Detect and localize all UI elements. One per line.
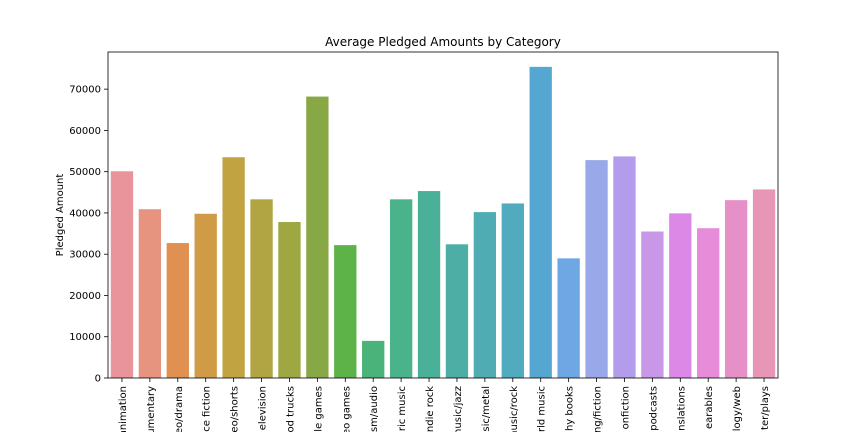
y-tick-label: 70000: [69, 85, 101, 96]
bar: [752, 189, 776, 378]
plot-frame: [107, 51, 779, 379]
x-tick-label: earables: [704, 386, 715, 429]
x-tick-label: le games: [313, 386, 324, 432]
y-axis: 0 10000 20000 30000 40000 50000 60000 70000: [69, 85, 108, 385]
x-tick-label: nusic/jazz: [453, 386, 464, 432]
bar: [557, 258, 580, 378]
y-tick-label: 40000: [69, 208, 101, 219]
y-tick-label: 0: [95, 374, 101, 385]
x-tick-label: eo games: [341, 386, 352, 432]
bar: [138, 209, 162, 378]
bar: [585, 160, 608, 378]
bar: [194, 213, 217, 378]
x-tick-label: ng/fiction: [593, 386, 604, 432]
y-tick-label: 10000: [69, 332, 101, 343]
x-tick-label: podcasts: [648, 386, 659, 431]
bar: [222, 157, 245, 378]
bar: [417, 191, 441, 378]
x-tick-label: animation: [118, 386, 129, 432]
bar: [250, 199, 273, 378]
x-tick-label: ce fiction: [202, 386, 213, 432]
y-tick-label: 30000: [69, 250, 101, 261]
x-tick-label: sic/metal: [481, 386, 492, 432]
x-tick-label: umentary: [146, 386, 157, 432]
bar: [306, 96, 329, 378]
chart-title: Average Pledged Amounts by Category: [325, 35, 561, 49]
x-tick-label: eo/shorts: [230, 386, 241, 432]
x-tick-label: onfiction: [620, 386, 631, 429]
bar: [724, 200, 748, 378]
bar: [529, 66, 552, 379]
y-tick-label: 50000: [69, 167, 101, 178]
bar: [334, 245, 357, 378]
x-tick-label: ric music: [397, 386, 408, 431]
x-tick-label: rld music: [537, 386, 548, 432]
x-tick-label: sm/audio: [369, 386, 380, 432]
bar: [362, 340, 385, 378]
bar: [166, 243, 189, 378]
bar: [613, 156, 636, 378]
bar: [110, 171, 134, 378]
bar: [278, 222, 301, 378]
x-tick-label: eo/drama: [174, 386, 185, 432]
bar: [641, 231, 664, 378]
x-tick-label: elevision: [258, 386, 269, 430]
bar: [501, 203, 524, 378]
x-tick-label: ndie rock: [425, 386, 436, 432]
x-tick-label: nslations: [676, 386, 687, 431]
bar: [445, 244, 469, 378]
x-axis: animation umentary eo/drama ce fiction eo/sh…: [118, 378, 771, 432]
bars-group: [110, 66, 776, 379]
x-tick-label: hy books: [565, 386, 576, 431]
bar: [473, 212, 497, 378]
bar: [669, 213, 692, 378]
bar: [697, 228, 720, 378]
y-axis-label: Pledged Amount: [55, 174, 66, 257]
x-tick-label: logy/web: [732, 386, 743, 431]
y-tick-label: 20000: [69, 291, 101, 302]
x-tick-label: music/rock: [509, 386, 520, 432]
y-tick-label: 60000: [69, 126, 101, 137]
x-tick-label: ter/plays: [760, 386, 771, 430]
x-tick-label: od trucks: [285, 386, 296, 432]
bar: [389, 199, 413, 378]
